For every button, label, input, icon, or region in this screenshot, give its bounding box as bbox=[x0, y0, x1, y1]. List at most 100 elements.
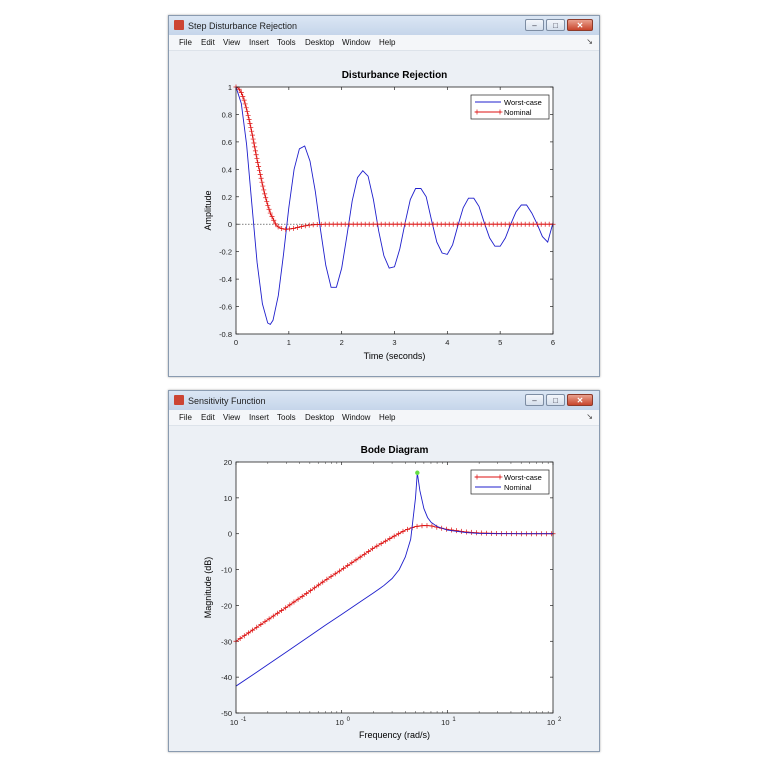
series-marker-point bbox=[267, 210, 273, 216]
series-marker-point bbox=[255, 160, 261, 166]
x-tick-label: 10 bbox=[230, 718, 238, 727]
chart-step: Disturbance Rejection Amplitude Time (seco… bbox=[169, 51, 599, 376]
series-marker-point bbox=[349, 560, 355, 566]
chart-title: Bode Diagram bbox=[361, 445, 429, 456]
menu-insert[interactable]: Insert bbox=[249, 413, 270, 422]
close-button[interactable]: ✕ bbox=[567, 394, 593, 406]
series-marker-point bbox=[257, 171, 263, 177]
series-marker-point bbox=[419, 523, 425, 529]
x-tick-label: 10 bbox=[547, 718, 555, 727]
chart-bode: Bode Diagram Magnitude (dB) Frequency (rad… bbox=[169, 426, 599, 751]
menu-arrow-icon[interactable]: ↘ bbox=[586, 412, 593, 421]
series-marker-point bbox=[242, 101, 248, 107]
series-marker-point bbox=[249, 132, 255, 138]
menu-file[interactable]: File bbox=[179, 413, 192, 422]
menu-edit[interactable]: Edit bbox=[201, 38, 215, 47]
series-marker-point bbox=[264, 199, 270, 205]
menu-insert[interactable]: Insert bbox=[249, 38, 270, 47]
menu-window[interactable]: Window bbox=[342, 38, 371, 47]
series-marker-point bbox=[236, 86, 242, 92]
menu-tools[interactable]: Tools bbox=[277, 38, 296, 47]
menu-arrow-icon[interactable]: ↘ bbox=[586, 37, 593, 46]
series-marker-point bbox=[240, 93, 246, 99]
series-marker-point bbox=[283, 605, 289, 611]
maximize-button[interactable]: □ bbox=[546, 19, 565, 31]
menu-edit[interactable]: Edit bbox=[201, 413, 215, 422]
series-marker-point bbox=[263, 195, 269, 201]
series-marker-point bbox=[261, 187, 267, 193]
legend-label: Nominal bbox=[504, 108, 532, 117]
series-marker-point bbox=[271, 217, 277, 223]
series-marker-point bbox=[274, 610, 280, 616]
series-marker-point bbox=[336, 568, 342, 574]
series-marker-point bbox=[302, 223, 308, 229]
series-marker-point bbox=[345, 562, 351, 568]
series-marker-point bbox=[429, 523, 435, 529]
y-tick-label: -0.8 bbox=[219, 330, 232, 339]
window-title: Sensitivity Function bbox=[188, 396, 266, 406]
y-axis-label: Amplitude bbox=[203, 190, 213, 230]
x-tick-label: 0 bbox=[234, 338, 238, 347]
series-marker-point bbox=[453, 528, 459, 534]
series-marker-point bbox=[244, 109, 250, 115]
menu-desktop[interactable]: Desktop bbox=[305, 38, 335, 47]
series-marker-point bbox=[298, 224, 304, 230]
plot-background bbox=[236, 462, 553, 713]
y-tick-label: -30 bbox=[221, 637, 232, 646]
plot-background bbox=[236, 87, 553, 334]
series-marker-point bbox=[279, 607, 285, 613]
minimize-button[interactable]: – bbox=[525, 19, 544, 31]
series-marker-point bbox=[295, 596, 301, 602]
series-marker-point bbox=[279, 226, 285, 232]
series-marker-point bbox=[324, 576, 330, 582]
series-marker-point bbox=[272, 221, 278, 227]
series-line-worst-case bbox=[236, 87, 553, 325]
menu-help[interactable]: Help bbox=[379, 413, 396, 422]
menu-view[interactable]: View bbox=[223, 413, 241, 422]
series-marker-point bbox=[391, 533, 397, 539]
series-marker-point bbox=[353, 557, 359, 563]
series-marker-point bbox=[320, 579, 326, 585]
menu-file[interactable]: File bbox=[179, 38, 192, 47]
x-tick-label: 4 bbox=[445, 338, 449, 347]
menu-tools[interactable]: Tools bbox=[277, 413, 296, 422]
series-marker-point bbox=[303, 591, 309, 597]
legend-box bbox=[470, 94, 550, 120]
y-axis-label: Magnitude (dB) bbox=[203, 557, 213, 619]
series-marker-point bbox=[246, 116, 252, 122]
series-marker-point bbox=[287, 226, 293, 232]
x-tick-label: 2 bbox=[340, 338, 344, 347]
series-marker-point bbox=[307, 588, 313, 594]
close-button[interactable]: ✕ bbox=[567, 19, 593, 31]
y-tick-label: -40 bbox=[221, 673, 232, 682]
series-marker-point bbox=[249, 128, 255, 134]
series-marker-point bbox=[449, 527, 455, 533]
series-marker-point bbox=[265, 202, 271, 208]
legend-marker bbox=[497, 109, 503, 115]
series-marker-point bbox=[238, 90, 244, 96]
series-marker-point bbox=[361, 551, 367, 557]
series-marker-point bbox=[248, 124, 254, 130]
series-marker-point bbox=[266, 616, 272, 622]
series-marker-point bbox=[260, 183, 266, 189]
menu-window[interactable]: Window bbox=[342, 413, 371, 422]
legend-marker bbox=[497, 474, 503, 480]
series-marker-point bbox=[269, 214, 275, 220]
y-tick-label: 0.8 bbox=[222, 110, 232, 119]
x-tick-label: 5 bbox=[498, 338, 502, 347]
menu-view[interactable]: View bbox=[223, 38, 241, 47]
legend-label: Nominal bbox=[504, 483, 532, 492]
y-tick-label: 0.2 bbox=[222, 193, 232, 202]
peak-marker bbox=[415, 470, 420, 475]
series-marker-point bbox=[259, 179, 265, 185]
x-tick-exponent: -1 bbox=[241, 717, 247, 723]
menu-help[interactable]: Help bbox=[379, 38, 396, 47]
menu-desktop[interactable]: Desktop bbox=[305, 413, 335, 422]
axes-box bbox=[235, 461, 554, 714]
series-marker-point bbox=[275, 224, 281, 230]
maximize-button[interactable]: □ bbox=[546, 394, 565, 406]
x-tick-label: 10 bbox=[441, 718, 449, 727]
minimize-button[interactable]: – bbox=[525, 394, 544, 406]
legend-marker bbox=[474, 109, 480, 115]
series-marker-point bbox=[245, 113, 251, 119]
